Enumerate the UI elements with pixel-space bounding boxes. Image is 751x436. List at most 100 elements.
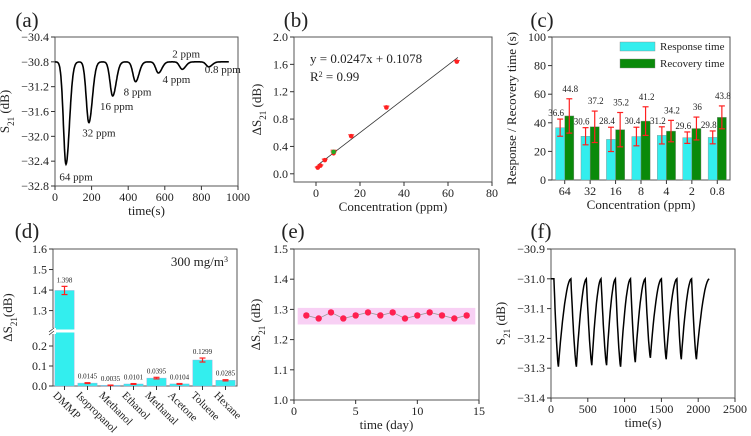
bar-value-label: 30.6 [574, 117, 590, 127]
x-tick-label: 0 [548, 402, 554, 416]
x-tick-label: 1500 [649, 402, 673, 416]
r-squared-value: = 0.99 [323, 69, 360, 84]
data-point [318, 163, 323, 168]
dip-label: 4 ppm [162, 74, 190, 86]
axis-break-mask [50, 328, 56, 334]
y-tick-label: 1.6 [32, 242, 47, 256]
dip-label: 32 ppm [82, 128, 116, 140]
dip-label: 16 ppm [100, 101, 134, 113]
data-point [377, 312, 384, 319]
panel-f: 0 500 1000 1500 2000 2500 −30.9 −31.0 −31.1 −31.2… [493, 219, 747, 430]
y-tick-label: −31.6 [21, 105, 49, 119]
panel-label: (e) [281, 219, 304, 243]
y-axis-label: ΔS21 (dB) [248, 299, 267, 351]
y-tick-label: 100 [528, 30, 546, 44]
x-tick-label: 32 [584, 184, 596, 198]
fit-line [317, 57, 459, 166]
panel-e: 0 5 10 15 1.0 1.1 1.2 1.3 1.4 1.5 time (day) ΔS21 (… [248, 219, 485, 432]
y-axis-label: S21 (dB) [493, 302, 512, 345]
data-point [438, 312, 446, 319]
bar-value-label: 29.8 [701, 120, 717, 130]
x-tick-label: 2 [689, 184, 695, 198]
y-tick-label: −31.1 [517, 302, 545, 316]
panel-label: (a) [15, 8, 38, 32]
y-tick-label: −32.0 [21, 129, 49, 143]
y-tick-label: −31.2 [21, 80, 49, 94]
x-axis-label: time(s) [625, 415, 662, 430]
cycle-curve [551, 276, 710, 367]
bar [54, 290, 75, 387]
x-axis-label: Concentration (ppm) [587, 197, 696, 212]
x-axis-label: Concentration (ppm) [339, 199, 448, 214]
y-tick-label: 0.8 [273, 112, 288, 126]
y-tick-label: −31.4 [517, 391, 545, 405]
y-tick-label: 2.0 [273, 30, 288, 44]
y-tick-label: 1.3 [32, 304, 47, 318]
data-point [451, 315, 458, 322]
data-point [303, 312, 310, 319]
panel-label: (c) [530, 8, 553, 32]
stability-band [297, 307, 476, 325]
data-point [348, 133, 354, 139]
y-tick-label: 1.1 [273, 363, 288, 377]
y-tick-label: 80 [534, 59, 546, 73]
annotation-sup: 3 [224, 255, 228, 264]
y-axis-label-part: (dB) [0, 90, 12, 117]
r-squared-symbol: R [310, 69, 319, 84]
y-tick-label: −31.2 [517, 331, 545, 345]
y-tick-label: 1.6 [273, 57, 288, 71]
y-tick-label: 0.1 [32, 359, 47, 373]
r-squared-sup: 2 [319, 70, 323, 79]
y-tick-label: 40 [534, 116, 546, 130]
bar-value-label: 0.0145 [78, 373, 98, 381]
x-tick-label: 200 [83, 190, 101, 204]
data-point [414, 312, 421, 319]
annotation-text: 300 mg/m [171, 254, 224, 269]
data-point [327, 309, 335, 316]
y-axis-label-part: S [493, 338, 508, 345]
plot-frame [54, 36, 239, 187]
bar-value-label: 34.2 [664, 105, 680, 115]
dip-label: 64 ppm [59, 171, 93, 183]
x-tick-label: 5 [353, 404, 359, 418]
panel-d: 0.00.10.21.31.41.51.6ΔS21(dB)(d)1.398DMM… [0, 219, 244, 435]
y-axis-label-part: ΔS [249, 120, 264, 136]
y-axis-label-part: (dB) [249, 84, 264, 111]
bar-value-label: 1.398 [57, 276, 73, 284]
y-tick-label: 1.4 [32, 283, 47, 297]
y-tick-label: 0.4 [273, 139, 288, 153]
x-tick-label: 80 [486, 186, 498, 200]
bar-value-label: 0.0395 [147, 367, 167, 375]
x-tick-label: 800 [192, 190, 210, 204]
legend-label: Recovery time [660, 58, 725, 70]
data-point [389, 309, 396, 316]
y-tick-label: −30.4 [21, 30, 49, 44]
y-tick-label: −30.8 [21, 55, 49, 69]
bar-value-label: 43.8 [715, 91, 731, 101]
x-axis-label: time (day) [360, 417, 414, 432]
x-tick-label: 4 [663, 184, 669, 198]
y-axis-label-part: Response / Recovery time (s) [504, 32, 519, 185]
x-tick-label: 400 [119, 190, 137, 204]
bar-value-label: 28.4 [599, 116, 615, 126]
x-tick-label: 64 [559, 184, 571, 198]
fit-equation: y = 0.0247x + 0.1078 [310, 51, 422, 66]
y-tick-label: 20 [534, 144, 546, 158]
y-axis-label: ΔS21(dB) [0, 293, 19, 341]
panel-label: (f) [531, 219, 552, 243]
y-tick-label: 1.5 [273, 242, 288, 256]
data-point [331, 149, 336, 155]
legend-label: Response time [660, 41, 725, 53]
bar-value-label: 29.6 [675, 121, 691, 131]
panel-label: (d) [15, 219, 40, 243]
panel-label: (b) [284, 8, 309, 32]
bar-value-label: 0.0035 [101, 375, 121, 383]
legend-swatch [619, 41, 656, 52]
data-point [315, 315, 322, 322]
data-point [322, 157, 328, 163]
bar-value-label: 0.0285 [216, 370, 236, 378]
x-tick-label: 2000 [686, 402, 710, 416]
y-axis-label-part: 21 [502, 329, 512, 338]
dip-label: 0.8 ppm [205, 64, 242, 76]
x-tick-label: 60 [442, 186, 454, 200]
